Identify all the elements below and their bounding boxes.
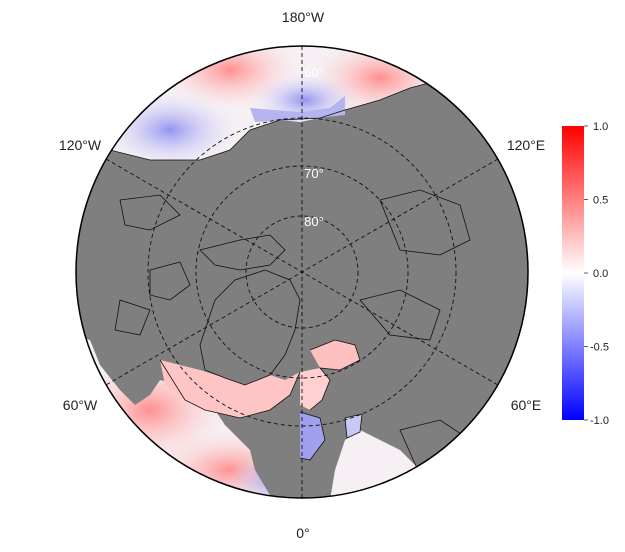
norwegian-sea [300, 368, 330, 410]
land-greenland [200, 270, 300, 385]
lon-label-180: 180°W [282, 9, 325, 25]
barents-sea [310, 340, 360, 370]
map-border [75, 45, 529, 499]
colorbar-label-2: 0.5 [593, 195, 608, 207]
colorbar-label-1: 1.0 [593, 121, 608, 133]
colorbar-label-4: -0.5 [590, 342, 609, 354]
lat-label-60: 60° [304, 65, 324, 80]
baltic-sea [345, 414, 362, 438]
lon-label-120e: 120°E [507, 137, 545, 153]
lat-label-80: 80° [304, 214, 324, 229]
colorbar-label-5: -1.0 [590, 415, 609, 427]
map-disc [76, 46, 528, 498]
colorbar-label-3: 0.0 [593, 268, 608, 280]
meridian-120e-60w [105, 158, 499, 386]
lat-label-70: 70° [304, 166, 324, 181]
greenland-sea [160, 360, 300, 418]
sea-overlays [160, 96, 362, 460]
lon-label-60e: 60°E [511, 397, 542, 413]
lon-label-60w: 60°W [63, 397, 98, 413]
bering-sea-strip [250, 96, 345, 122]
lon-label-120w: 120°W [59, 137, 102, 153]
longitude-labels: 180°W 120°W 120°E 60°W 60°E 0° [59, 9, 545, 541]
coastlines [76, 79, 501, 476]
latitude-labels: 60° 70° 80° [304, 65, 324, 229]
graticule [105, 46, 499, 498]
colorbar: 1.0 0.5 0.0 -0.5 -1.0 [562, 121, 609, 427]
colorbar-gradient [562, 126, 584, 420]
lon-label-0: 0° [296, 525, 309, 541]
